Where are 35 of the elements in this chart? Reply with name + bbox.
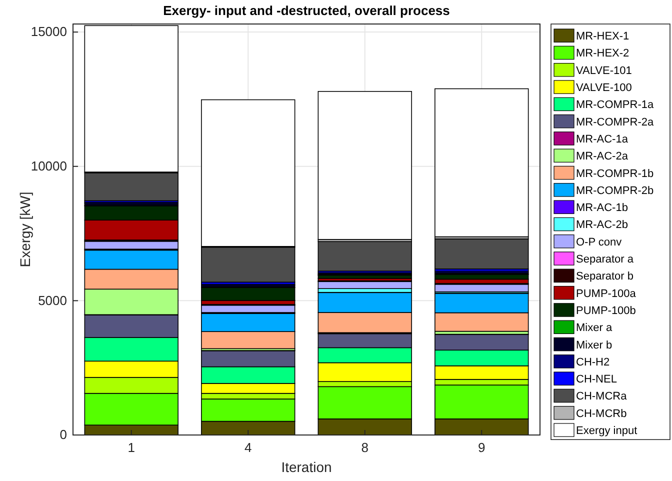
chart-title: Exergy- input and -destructed, overall process [163, 3, 450, 18]
y-axis-title: Exergy [kW] [17, 192, 33, 268]
legend-label: MR-COMPR-2b [576, 184, 654, 197]
legend-label: CH-MCRb [576, 408, 627, 420]
legend-label: PUMP-100a [576, 288, 637, 300]
legend-label: MR-COMPR-2a [576, 116, 654, 128]
x-tick-label: 8 [361, 440, 368, 456]
legend-label: MR-AC-2a [576, 150, 629, 163]
x-tick-label: 4 [244, 440, 252, 456]
legend-label: MR-AC-2b [576, 219, 628, 232]
legend-label: CH-H2 [576, 356, 610, 368]
legend-label: Exergy input [576, 425, 638, 438]
legend-label: Mixer b [576, 339, 612, 352]
legend-label: O-P conv [576, 236, 622, 248]
y-tick-label: 15000 [30, 24, 67, 40]
legend-label: PUMP-100b [576, 304, 636, 317]
legend-label: MR-AC-1a [576, 133, 629, 146]
legend-label: MR-COMPR-1a [576, 99, 654, 112]
legend-label: MR-HEX-1 [576, 30, 630, 43]
legend-label: MR-HEX-2 [576, 48, 630, 60]
y-tick-label: 0 [60, 427, 67, 442]
legend-label: Separator a [576, 254, 634, 266]
legend-label: Separator b [576, 270, 634, 283]
y-tick-label: 10000 [30, 158, 67, 174]
y-tick-label: 5000 [38, 292, 67, 308]
legend-label: VALVE-101 [576, 64, 632, 77]
legend-label: CH-NEL [576, 374, 617, 386]
legend-label: VALVE-100 [576, 82, 632, 94]
legend-label: MR-COMPR-1b [576, 168, 654, 180]
x-axis-title: Iteration [281, 459, 332, 475]
x-tick-label: 1 [128, 440, 135, 456]
x-tick-label: 9 [478, 440, 486, 456]
legend-label: Mixer a [576, 322, 613, 334]
legend-label: CH-MCRa [576, 390, 628, 403]
legend-label: MR-AC-1b [576, 202, 628, 214]
